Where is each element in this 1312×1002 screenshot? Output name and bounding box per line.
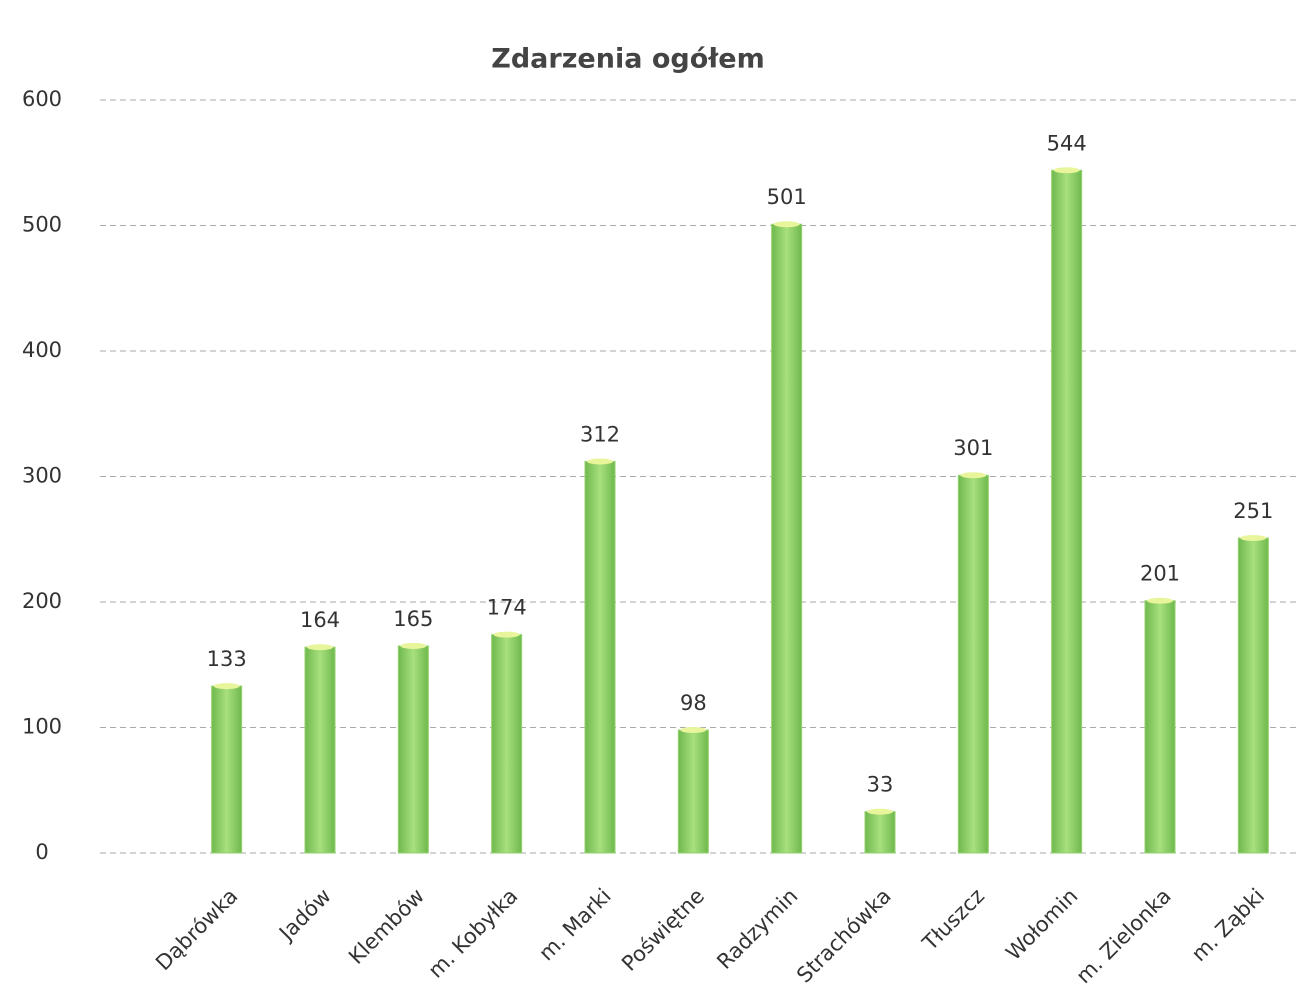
x-tick-label: Poświętne bbox=[617, 884, 709, 976]
data-label: 301 bbox=[953, 436, 993, 460]
x-tick-label: m. Ząbki bbox=[1187, 884, 1269, 966]
x-tick-label: Tłuszcz bbox=[917, 884, 989, 956]
x-tick-label: Dąbrówka bbox=[151, 884, 242, 975]
y-tick-label: 200 bbox=[22, 589, 62, 613]
bar bbox=[397, 645, 429, 854]
data-label: 164 bbox=[300, 608, 340, 632]
x-tick-label: Radzymin bbox=[712, 884, 802, 974]
x-tick-label: m. Zielonka bbox=[1071, 884, 1175, 988]
bar-cap bbox=[587, 458, 613, 465]
bar-cap bbox=[1147, 597, 1173, 604]
bar bbox=[771, 223, 803, 854]
y-tick-label: 100 bbox=[22, 715, 62, 739]
y-tick-label: 300 bbox=[22, 464, 62, 488]
data-label: 312 bbox=[580, 422, 620, 446]
bar-cap bbox=[773, 221, 800, 228]
x-tick-label: Wołomin bbox=[1001, 884, 1082, 965]
x-tick-label: Strachówka bbox=[792, 884, 896, 988]
y-tick-label: 0 bbox=[35, 840, 48, 864]
bar-cap bbox=[400, 642, 427, 649]
bar bbox=[211, 685, 243, 854]
bar bbox=[491, 634, 523, 854]
bar bbox=[1237, 537, 1269, 854]
data-label: 133 bbox=[207, 647, 247, 671]
x-tick-label: Jadów bbox=[273, 884, 336, 947]
bar-cap bbox=[680, 727, 707, 734]
x-tick-label: m. Marki bbox=[534, 884, 616, 966]
x-tick-label: Klembów bbox=[344, 884, 429, 969]
y-tick-label: 500 bbox=[22, 213, 62, 237]
data-label: 165 bbox=[393, 607, 433, 631]
bar-cap bbox=[493, 631, 520, 638]
bar-cap bbox=[307, 644, 333, 651]
data-label: 251 bbox=[1233, 499, 1273, 523]
bar-cap bbox=[213, 683, 240, 690]
y-tick-label: 600 bbox=[22, 87, 62, 111]
bar bbox=[304, 646, 336, 854]
bar bbox=[584, 460, 616, 854]
bar bbox=[864, 811, 896, 854]
x-tick-label: m. Kobyłka bbox=[424, 884, 523, 983]
bar-cap bbox=[960, 472, 987, 479]
bar bbox=[957, 474, 989, 854]
data-label: 33 bbox=[867, 773, 894, 797]
bar bbox=[1144, 600, 1176, 854]
y-tick-label: 400 bbox=[22, 338, 62, 362]
data-label: 201 bbox=[1140, 562, 1180, 586]
bar-cap bbox=[867, 808, 893, 815]
data-label: 544 bbox=[1047, 131, 1087, 155]
data-label: 501 bbox=[767, 185, 807, 209]
bar bbox=[677, 729, 709, 854]
data-label: 174 bbox=[487, 596, 527, 620]
data-label: 98 bbox=[680, 691, 707, 715]
bar-cap bbox=[1053, 167, 1080, 174]
bar-cap bbox=[1240, 534, 1267, 541]
chart-title: Zdarzenia ogółem bbox=[491, 44, 764, 75]
bar bbox=[1051, 169, 1083, 854]
